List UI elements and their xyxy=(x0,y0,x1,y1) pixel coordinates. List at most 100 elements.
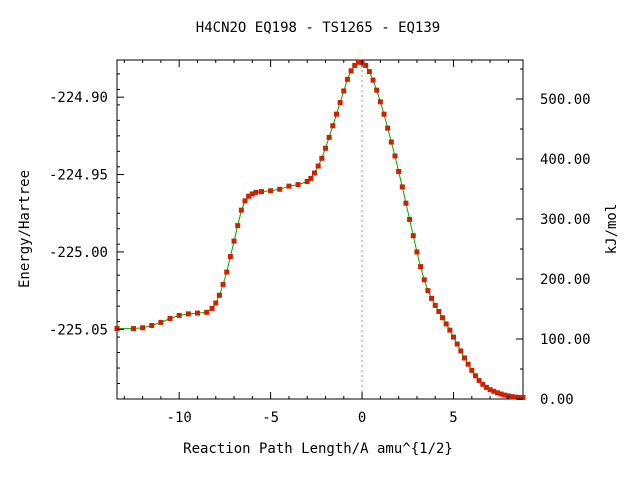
y2-tick-label: 400.00 xyxy=(540,152,591,168)
data-point xyxy=(513,394,519,400)
data-point xyxy=(366,69,372,75)
data-point xyxy=(374,87,380,93)
data-point xyxy=(472,373,478,379)
y2-tick-label: 200.00 xyxy=(540,272,591,288)
x-tick-label: 0 xyxy=(358,410,366,426)
x-tick-label: -5 xyxy=(262,410,279,426)
x-axis: -10 -5 0 5 xyxy=(123,60,509,426)
data-point xyxy=(381,111,387,117)
data-point xyxy=(213,300,219,306)
data-point xyxy=(235,223,241,229)
data-point xyxy=(418,264,424,270)
y-tick-label: -225.05 xyxy=(49,322,108,338)
data-point xyxy=(167,316,173,322)
data-point xyxy=(461,355,467,361)
data-point xyxy=(286,183,292,189)
y-axis-left: -224.90 -224.95 -225.00 -225.05 xyxy=(49,73,124,400)
data-point xyxy=(355,59,361,65)
data-point xyxy=(130,326,136,332)
data-point xyxy=(454,341,460,347)
data-point xyxy=(425,288,431,294)
data-point xyxy=(277,186,283,192)
data-point xyxy=(465,361,471,367)
data-point xyxy=(370,77,376,83)
data-point xyxy=(231,238,237,244)
data-point xyxy=(502,392,508,398)
data-points xyxy=(114,59,526,400)
data-point xyxy=(385,125,391,131)
data-point xyxy=(352,62,358,68)
data-point xyxy=(509,394,515,400)
y-tick-label: -225.00 xyxy=(49,245,108,261)
data-point xyxy=(451,334,457,340)
data-point xyxy=(326,134,332,140)
data-point xyxy=(149,322,155,328)
data-point xyxy=(516,394,522,400)
data-point xyxy=(348,68,354,74)
chart-title: H4CN2O EQ198 - TS1265 - EQ139 xyxy=(196,20,440,36)
data-point xyxy=(114,326,120,332)
data-point xyxy=(414,249,420,255)
data-point xyxy=(407,216,413,222)
data-point xyxy=(388,139,394,145)
energy-curve xyxy=(117,61,523,398)
y2-axis-label: kJ/mol xyxy=(604,204,620,255)
data-point xyxy=(491,388,497,394)
data-point xyxy=(312,170,318,176)
data-point xyxy=(494,390,500,396)
data-point xyxy=(440,315,446,321)
x-tick-label: 5 xyxy=(449,410,457,426)
data-point xyxy=(396,168,402,174)
data-point xyxy=(249,191,255,197)
data-point xyxy=(483,384,489,390)
data-point xyxy=(447,327,453,333)
data-point xyxy=(224,269,230,275)
data-point xyxy=(403,200,409,206)
data-point xyxy=(487,387,493,393)
y-axis-label: Energy/Hartree xyxy=(17,170,33,288)
data-point xyxy=(238,207,244,213)
data-point xyxy=(242,198,248,204)
data-point xyxy=(363,62,369,68)
y2-tick-label: 100.00 xyxy=(540,332,591,348)
data-point xyxy=(476,377,482,383)
data-point xyxy=(209,305,215,311)
data-point xyxy=(443,321,449,327)
data-point xyxy=(268,188,274,194)
data-point xyxy=(337,100,343,106)
data-point xyxy=(220,281,226,287)
data-point xyxy=(253,189,259,195)
data-point xyxy=(216,292,222,298)
x-tick-label: -10 xyxy=(167,410,192,426)
data-point xyxy=(480,381,486,387)
data-point xyxy=(258,189,264,195)
data-point xyxy=(204,309,210,315)
data-point xyxy=(410,233,416,239)
data-point xyxy=(246,193,252,199)
data-point xyxy=(505,393,511,399)
data-point xyxy=(185,311,191,317)
data-point xyxy=(308,175,314,181)
data-point xyxy=(227,254,233,260)
data-point xyxy=(421,277,427,283)
data-point xyxy=(458,348,464,354)
data-point xyxy=(176,312,182,318)
x-axis-label: Reaction Path Length/A amu^{1/2} xyxy=(183,441,453,457)
data-point xyxy=(315,163,321,169)
data-point xyxy=(432,302,438,308)
y-tick-label: -224.95 xyxy=(49,168,108,184)
y-axis-right: 500.00 400.00 300.00 200.00 100.00 0.00 xyxy=(516,68,591,408)
data-point xyxy=(319,155,325,161)
y2-tick-label: 300.00 xyxy=(540,212,591,228)
data-point xyxy=(140,325,146,331)
data-point xyxy=(333,111,339,117)
data-point xyxy=(469,367,475,373)
data-point xyxy=(436,309,442,315)
data-point xyxy=(304,179,310,185)
y2-tick-label: 0.00 xyxy=(540,392,574,408)
data-point xyxy=(392,153,398,159)
data-point xyxy=(344,76,350,82)
data-point xyxy=(322,145,328,151)
data-point xyxy=(341,88,347,94)
